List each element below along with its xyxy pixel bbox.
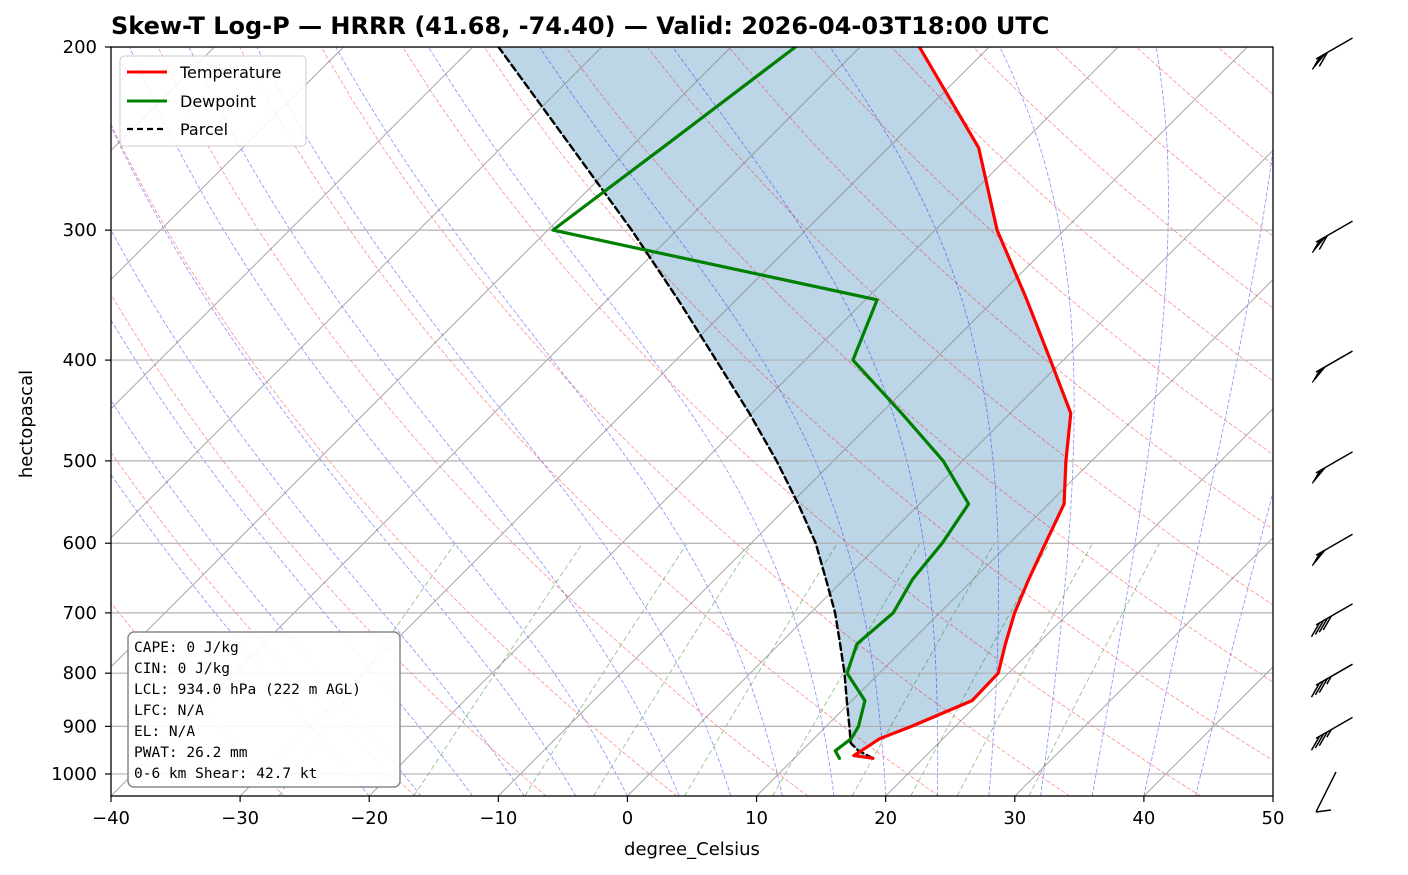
- x-tick-label: −30: [221, 808, 259, 829]
- y-axis-label: hectopascal: [16, 370, 37, 478]
- moist-adiabat: [539, 47, 887, 796]
- legend-label-parcel: Parcel: [180, 120, 228, 139]
- wind-barbs: [1310, 37, 1353, 813]
- dry-adiabat: [402, 47, 1201, 796]
- x-axis-label: degree_Celsius: [624, 839, 760, 860]
- cape-shading: [498, 47, 1071, 759]
- profile-series: [497, 47, 1073, 760]
- wind-barb: [1310, 716, 1353, 751]
- moist-adiabat: [111, 229, 525, 796]
- isotherm-line: [885, 407, 1273, 796]
- stats-pwat: PWAT: 26.2 mm: [134, 745, 248, 761]
- y-tick-label: 200: [63, 37, 97, 58]
- wind-barb: [1315, 771, 1337, 813]
- x-tick-label: 0: [622, 808, 633, 829]
- x-tick-label: 40: [1132, 808, 1155, 829]
- isotherm-line: [368, 47, 1119, 796]
- x-tick-label: −10: [479, 808, 517, 829]
- x-tick-label: 50: [1262, 808, 1285, 829]
- isotherm-line: [1014, 537, 1273, 796]
- isotherm-line: [111, 47, 474, 410]
- mixing-ratio-line: [1028, 543, 1160, 796]
- mixing-ratio-line: [524, 542, 688, 796]
- dry-adiabat: [891, 47, 1273, 382]
- series-line-temperature: [852, 47, 1073, 760]
- legend: Temperature Dewpoint Parcel: [119, 55, 307, 147]
- y-axis-ticks: 1000 900 800 700 600 500 400 300 200: [51, 37, 111, 785]
- mixing-ratio-line: [684, 542, 838, 796]
- cape-cin-shade: [498, 47, 1071, 759]
- stats-shear: 0-6 km Shear: 42.7 kt: [134, 766, 317, 782]
- dry-adiabat: [646, 47, 1273, 606]
- wind-barb: [1310, 603, 1353, 638]
- isotherm-line: [497, 47, 1248, 796]
- dry-adiabat: [157, 47, 809, 796]
- isotherm-line: [627, 149, 1273, 796]
- mixing-ratio-line: [593, 542, 753, 796]
- dry-adiabat: [111, 293, 547, 796]
- legend-label-dewpoint: Dewpoint: [180, 92, 256, 111]
- stats-lcl: LCL: 934.0 hPa (222 m AGL): [134, 682, 361, 698]
- chart-title: Skew-T Log-P — HRRR (41.68, -74.40) — Va…: [111, 12, 1049, 40]
- y-tick-label: 800: [63, 663, 97, 684]
- moist-adiabat: [829, 47, 999, 796]
- x-tick-label: 10: [745, 808, 768, 829]
- stats-box: CAPE: 0 J/kg CIN: 0 J/kg LCL: 934.0 hPa …: [127, 631, 401, 788]
- y-tick-label: 300: [63, 220, 97, 241]
- wind-barb: [1311, 37, 1353, 70]
- moist-adiabat: [256, 47, 732, 796]
- stats-lfc: LFC: N/A: [134, 703, 204, 719]
- isotherm-line: [111, 47, 344, 281]
- moist-adiabat: [111, 319, 473, 796]
- wind-barb: [1311, 451, 1353, 484]
- moist-adiabat: [188, 47, 680, 796]
- y-tick-label: 400: [63, 350, 97, 371]
- x-tick-label: 20: [874, 808, 897, 829]
- isotherm-line: [111, 47, 732, 668]
- legend-frame: [119, 55, 307, 147]
- y-tick-label: 1000: [51, 764, 97, 785]
- mixing-ratio-line: [956, 543, 1093, 796]
- mixing-ratio-line: [910, 543, 1050, 796]
- moist-adiabat: [1091, 47, 1169, 796]
- moist-adiabat: [111, 125, 577, 796]
- stats-el: EL: N/A: [134, 724, 195, 740]
- y-tick-label: 900: [63, 716, 97, 737]
- x-tick-label: −40: [92, 808, 130, 829]
- plot-frame: [110, 46, 1274, 797]
- wind-barb: [1310, 663, 1353, 698]
- dry-adiabat: [320, 47, 1070, 796]
- moist-adiabat: [335, 47, 783, 796]
- y-tick-label: 600: [63, 533, 97, 554]
- dry-adiabat: [483, 47, 1273, 761]
- wind-barb: [1311, 220, 1353, 253]
- y-tick-label: 700: [63, 603, 97, 624]
- x-axis-ticks: −40 −30 −20 −10 0 10 20 30 40 50: [92, 796, 1284, 829]
- moist-adiabat: [1143, 147, 1273, 796]
- dry-adiabat: [565, 47, 1273, 683]
- stats-cin: CIN: 0 J/kg: [134, 661, 230, 677]
- mixing-ratio-line: [413, 542, 583, 796]
- wind-barb: [1311, 350, 1353, 383]
- isotherm-line: [1143, 666, 1273, 796]
- y-tick-label: 500: [63, 451, 97, 472]
- x-tick-label: −20: [350, 808, 388, 829]
- legend-label-temperature: Temperature: [179, 63, 281, 82]
- mixing-ratio-line: [851, 543, 995, 796]
- stats-cape: CAPE: 0 J/kg: [134, 640, 239, 656]
- isotherm-line: [111, 47, 603, 539]
- series-line-parcel: [497, 47, 875, 760]
- isotherm-line: [756, 278, 1273, 796]
- moist-adiabat: [1195, 490, 1273, 796]
- dry-adiabat: [111, 123, 678, 796]
- wind-barb: [1311, 533, 1353, 567]
- series-line-dewpoint: [551, 47, 971, 760]
- moist-adiabat: [129, 47, 628, 796]
- moist-adiabat: [999, 47, 1075, 796]
- stats-frame: [127, 631, 401, 788]
- dry-adiabat: [972, 47, 1273, 309]
- moist-adiabat: [428, 47, 835, 796]
- x-tick-label: 30: [1003, 808, 1026, 829]
